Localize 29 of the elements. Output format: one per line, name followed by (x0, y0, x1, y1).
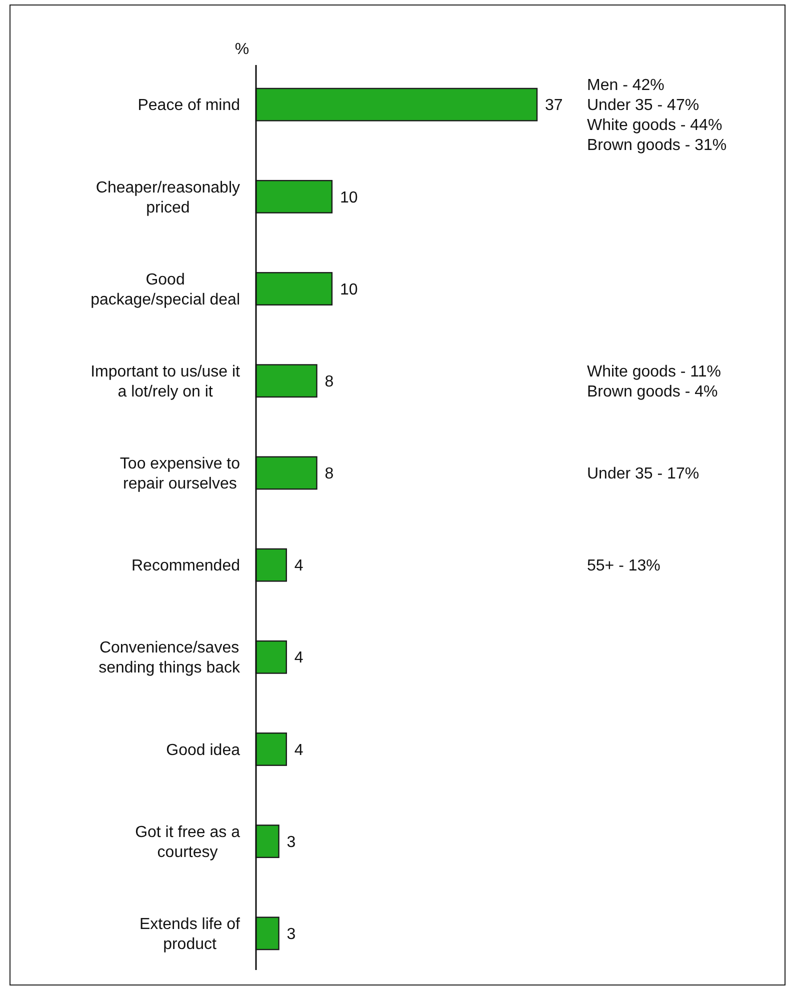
data-label: 4 (294, 558, 304, 575)
data-label: 10 (340, 189, 358, 206)
text: Under 35 - 47% (587, 97, 700, 114)
data-label: 37 (545, 97, 563, 114)
text: Men - 42% (587, 77, 664, 94)
y-tick-label: Good package/special deal (90, 271, 240, 308)
y-tick-label: Too expensive to repair ourselves (120, 456, 240, 493)
data-label: 4 (294, 650, 304, 667)
y-tick-label: Convenience/saves sending things back (98, 640, 241, 677)
y-tick-label: Extends life of product (140, 916, 241, 954)
data-label: 3 (286, 834, 296, 851)
text: Brown goods - 4% (587, 383, 718, 400)
y-tick-label: Got it free as a courtesy (135, 824, 240, 861)
text: Under 35 - 17% (587, 466, 700, 483)
data-label: 10 (340, 281, 358, 298)
x-axis-title: % (234, 41, 250, 58)
y-tick-label: Good idea (166, 742, 240, 759)
text: 55+ - 13% (587, 558, 660, 575)
y-tick-label: Important to us/use it a lot/rely on it (90, 363, 241, 400)
text: Brown goods - 31% (587, 137, 727, 154)
text: White goods - 44% (587, 117, 722, 134)
y-tick-label: Recommended (132, 558, 240, 575)
y-tick-label: Peace of mind (138, 97, 240, 114)
data-label: 8 (324, 373, 334, 390)
data-label: 4 (294, 742, 304, 759)
y-tick-label: Cheaper/reasonably priced (96, 179, 240, 216)
text: White goods - 11% (587, 363, 721, 380)
data-label: 8 (324, 466, 334, 483)
data-label: 3 (286, 926, 296, 944)
